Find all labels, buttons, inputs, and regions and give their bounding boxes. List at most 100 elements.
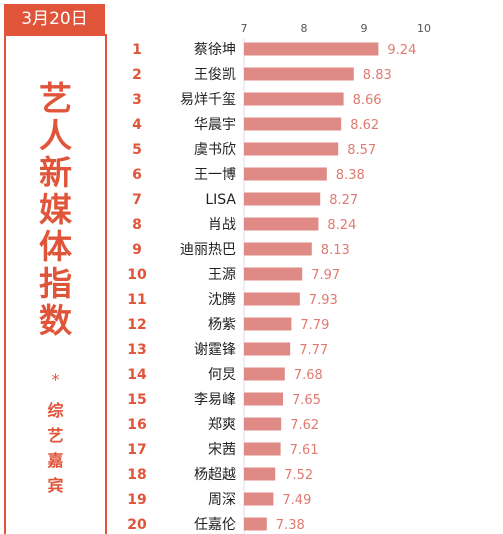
bar [244,492,274,506]
category-label: 蔡徐坤 [194,42,236,58]
bar [244,517,267,531]
bar [244,467,276,481]
value-label: 7.49 [282,493,311,508]
side-panel: 艺 人 新 媒 体 指 数 * 综 艺 嘉 宾 [4,34,107,534]
x-tick-label: 7 [241,22,248,35]
bar [244,42,379,56]
value-label: 9.24 [387,43,416,58]
rank-label: 13 [127,342,146,358]
rank-label: 2 [132,67,142,83]
category-label: 李易峰 [194,392,236,408]
value-label: 8.27 [329,193,358,208]
side-subtitle: 综 艺 嘉 宾 [6,398,105,498]
bar [244,267,303,281]
side-title-char: 新 [39,153,72,192]
category-label: 华晨宇 [194,117,236,133]
rank-label: 16 [127,417,146,433]
category-label: 虞书欣 [194,142,236,158]
bar [244,342,291,356]
value-label: 8.24 [327,218,356,233]
side-subtitle-char: 嘉 [47,451,64,470]
bar [244,142,339,156]
value-label: 8.57 [347,143,376,158]
side-title-char: 人 [39,116,72,155]
rank-label: 19 [127,492,146,508]
bar [244,292,300,306]
value-label: 7.77 [299,343,328,358]
side-title-char: 艺 [39,79,72,118]
value-label: 7.68 [294,368,323,383]
bar [244,317,292,331]
rank-label: 18 [127,467,146,483]
category-label: 郑爽 [208,417,236,433]
rank-label: 17 [127,442,146,458]
value-label: 7.38 [276,518,305,533]
value-label: 8.83 [363,68,392,83]
category-label: 沈腾 [208,291,236,308]
side-star: * [51,370,60,389]
value-label: 7.61 [290,443,319,458]
x-tick-label: 10 [417,22,431,35]
category-label: 任嘉伦 [194,517,236,533]
value-label: 7.52 [284,468,313,483]
category-label: 王一博 [194,166,236,183]
bar [244,217,319,231]
rank-label: 6 [132,167,142,183]
category-label: 肖战 [208,217,236,233]
bar [244,67,354,81]
bar [244,242,312,256]
category-label: 易烊千玺 [180,92,236,108]
side-subtitle-char: 宾 [47,476,64,495]
category-label: 王源 [208,267,236,283]
x-tick-label: 9 [361,22,368,35]
bar [244,92,344,106]
category-label: LISA [205,192,236,208]
bar [244,367,285,381]
side-title-char: 体 [39,227,72,266]
side-subtitle-char: 综 [47,401,64,420]
rank-label: 11 [127,292,146,308]
value-label: 7.79 [300,318,329,333]
side-title: 艺 人 新 媒 体 指 数 [6,80,105,339]
bar [244,192,321,206]
bar [244,167,327,181]
category-label: 宋茜 [208,442,236,458]
category-label: 周深 [208,492,236,508]
value-label: 7.65 [292,393,321,408]
value-label: 7.93 [309,293,338,308]
side-subtitle-char: 艺 [47,426,64,445]
rank-label: 12 [127,317,146,333]
side-title-char: 数 [39,301,72,340]
bar [244,417,282,431]
x-tick-label: 8 [301,22,308,35]
date-badge: 3月20日 [4,4,105,34]
side-title-char: 媒 [39,190,72,229]
rank-label: 5 [132,142,142,158]
rank-label: 10 [127,267,147,283]
rank-label: 15 [127,392,146,408]
value-label: 8.62 [350,118,379,133]
category-label: 王俊凯 [194,67,236,83]
bar [244,117,342,131]
rank-label: 3 [132,92,142,108]
bar [244,442,281,456]
rank-label: 4 [132,117,142,133]
rank-label: 7 [132,192,142,208]
rank-label: 14 [127,367,147,383]
rank-label: 1 [132,42,142,58]
value-label: 7.62 [290,418,319,433]
side-title-char: 指 [39,264,72,303]
value-label: 8.38 [336,168,365,183]
value-label: 7.97 [311,268,340,283]
category-label: 杨紫 [208,317,236,333]
rank-label: 20 [127,517,147,533]
category-label: 迪丽热巴 [180,242,236,258]
category-label: 谢霆锋 [194,342,236,358]
value-label: 8.13 [321,243,350,258]
rank-label: 8 [132,217,142,233]
rank-label: 9 [132,242,142,258]
bar [244,392,283,406]
category-label: 何炅 [208,367,236,383]
category-label: 杨超越 [194,467,236,483]
